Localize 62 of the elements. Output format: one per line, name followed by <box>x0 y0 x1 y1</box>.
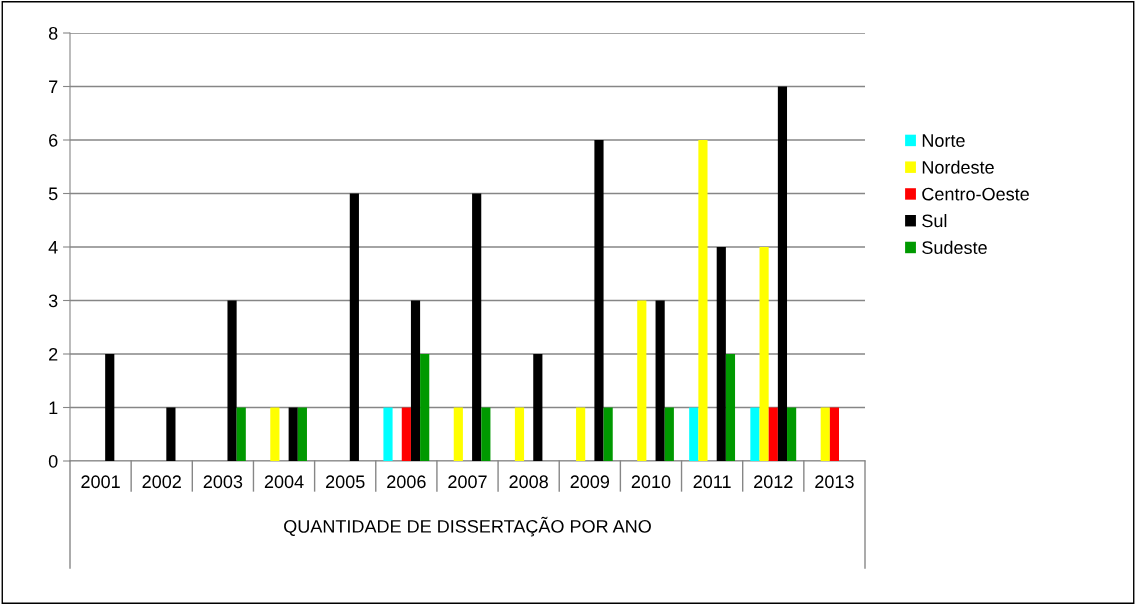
bar <box>349 193 359 461</box>
bar <box>401 407 411 461</box>
x-tick-label: 2006 <box>387 475 426 489</box>
x-tick-label: 2013 <box>815 475 854 489</box>
legend-label: Sul <box>922 213 947 228</box>
y-tick-label: 4 <box>48 241 58 254</box>
bar <box>227 300 237 461</box>
bar <box>166 407 176 461</box>
legend-label: Sudeste <box>922 240 987 255</box>
x-tick-label: 2010 <box>631 475 671 489</box>
x-tick-label: 2005 <box>326 475 365 489</box>
bar <box>689 407 699 461</box>
bar <box>637 300 647 461</box>
bar <box>603 407 613 461</box>
bar <box>750 407 760 461</box>
bar <box>787 407 797 461</box>
bar <box>759 247 769 461</box>
bar <box>297 407 307 461</box>
bar <box>716 247 726 461</box>
bar <box>420 354 430 461</box>
y-tick-label: 8 <box>48 26 58 40</box>
x-tick-label: 2002 <box>142 475 181 489</box>
bar <box>514 407 525 461</box>
bar <box>576 407 586 461</box>
bar <box>533 354 543 461</box>
bar <box>655 300 665 461</box>
bar <box>270 407 280 461</box>
bar <box>105 354 115 461</box>
bar <box>820 407 830 461</box>
y-tick-label: 3 <box>48 294 58 308</box>
bar <box>481 407 491 461</box>
bar <box>777 86 788 461</box>
legend-label: Centro-Oeste <box>922 187 1029 201</box>
legend-label: Norte <box>922 134 965 147</box>
x-tick-label: 2009 <box>570 475 610 489</box>
y-tick-label: 5 <box>48 187 58 201</box>
bar <box>664 407 674 461</box>
bar <box>236 407 246 461</box>
y-tick-label: 1 <box>49 401 58 415</box>
y-tick-label: 7 <box>49 80 58 94</box>
x-tick-label: 2004 <box>264 475 304 489</box>
bar <box>725 354 736 461</box>
x-tick-label: 2007 <box>448 475 487 489</box>
bar <box>594 140 604 461</box>
y-tick-label: 2 <box>49 347 58 361</box>
x-tick-label: 2008 <box>509 475 548 489</box>
x-axis-title: QUANTIDADE DE DISSERTAÇÃO POR ANO <box>284 516 651 537</box>
bar <box>453 407 463 461</box>
bar <box>410 300 421 461</box>
x-tick-label: 2011 <box>693 475 731 489</box>
y-tick-label: 0 <box>48 454 58 468</box>
x-tick-label: 2001 <box>81 475 120 489</box>
bar <box>288 407 298 461</box>
bar <box>472 193 482 461</box>
x-tick-label: 2012 <box>754 475 793 489</box>
legend-label: Nordeste <box>922 160 994 174</box>
y-tick-label: 6 <box>49 133 58 147</box>
bar <box>698 140 708 461</box>
bar <box>383 407 393 461</box>
x-tick-label: 2003 <box>203 475 243 489</box>
bar <box>768 407 778 461</box>
bar <box>829 407 840 461</box>
